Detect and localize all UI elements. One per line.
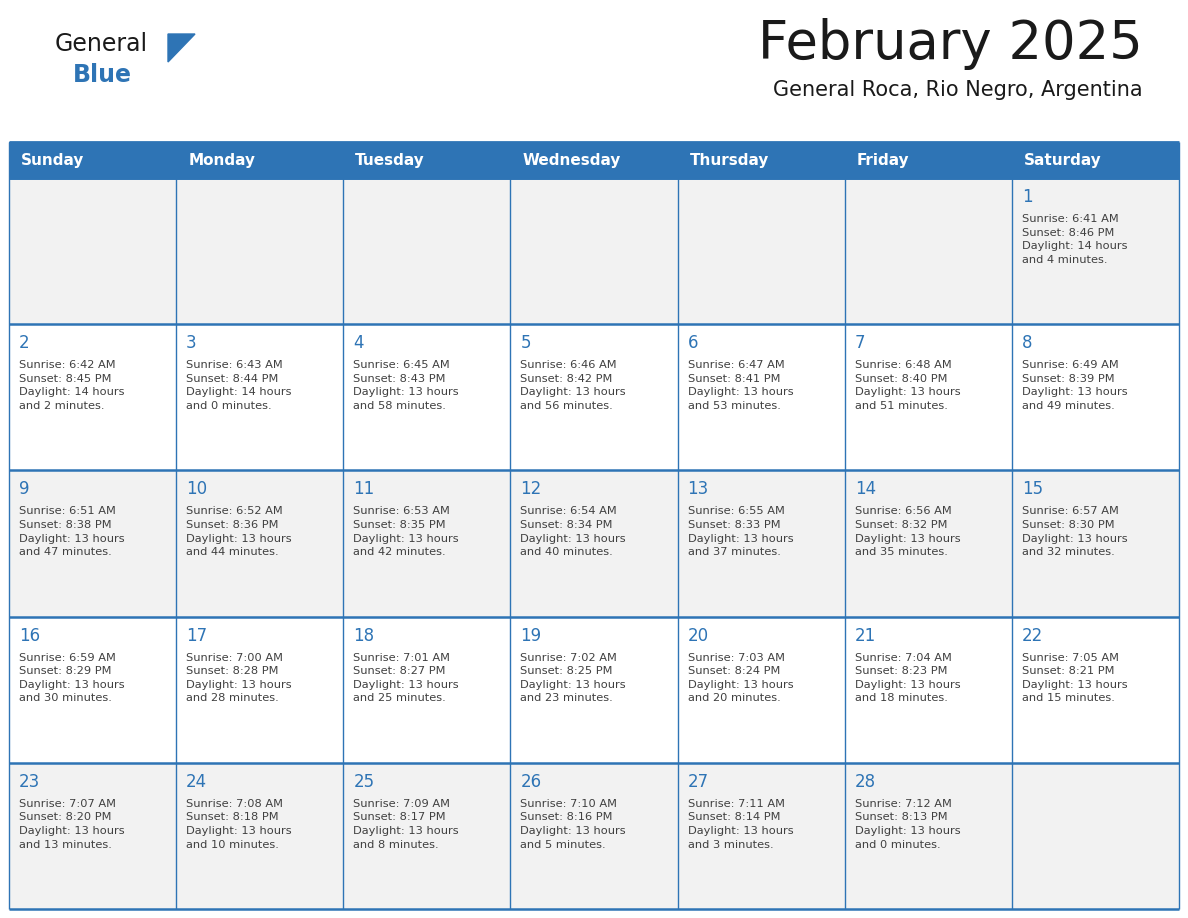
Text: 19: 19 — [520, 627, 542, 644]
Bar — [10, 142, 1178, 178]
Text: Sunrise: 7:08 AM
Sunset: 8:18 PM
Daylight: 13 hours
and 10 minutes.: Sunrise: 7:08 AM Sunset: 8:18 PM Dayligh… — [187, 799, 292, 849]
Text: Sunrise: 6:47 AM
Sunset: 8:41 PM
Daylight: 13 hours
and 53 minutes.: Sunrise: 6:47 AM Sunset: 8:41 PM Dayligh… — [688, 360, 794, 411]
Bar — [10, 178, 1178, 324]
Text: Wednesday: Wednesday — [523, 152, 621, 167]
Text: Sunrise: 7:04 AM
Sunset: 8:23 PM
Daylight: 13 hours
and 18 minutes.: Sunrise: 7:04 AM Sunset: 8:23 PM Dayligh… — [854, 653, 960, 703]
Text: 16: 16 — [19, 627, 40, 644]
Text: 17: 17 — [187, 627, 207, 644]
Text: 4: 4 — [353, 334, 364, 353]
Text: Sunrise: 6:57 AM
Sunset: 8:30 PM
Daylight: 13 hours
and 32 minutes.: Sunrise: 6:57 AM Sunset: 8:30 PM Dayligh… — [1022, 507, 1127, 557]
Bar — [10, 470, 1178, 617]
Text: 25: 25 — [353, 773, 374, 790]
Text: Sunrise: 7:02 AM
Sunset: 8:25 PM
Daylight: 13 hours
and 23 minutes.: Sunrise: 7:02 AM Sunset: 8:25 PM Dayligh… — [520, 653, 626, 703]
Text: Sunrise: 7:05 AM
Sunset: 8:21 PM
Daylight: 13 hours
and 15 minutes.: Sunrise: 7:05 AM Sunset: 8:21 PM Dayligh… — [1022, 653, 1127, 703]
Text: Sunrise: 7:07 AM
Sunset: 8:20 PM
Daylight: 13 hours
and 13 minutes.: Sunrise: 7:07 AM Sunset: 8:20 PM Dayligh… — [19, 799, 125, 849]
Text: Sunrise: 7:03 AM
Sunset: 8:24 PM
Daylight: 13 hours
and 20 minutes.: Sunrise: 7:03 AM Sunset: 8:24 PM Dayligh… — [688, 653, 794, 703]
Text: Sunrise: 6:45 AM
Sunset: 8:43 PM
Daylight: 13 hours
and 58 minutes.: Sunrise: 6:45 AM Sunset: 8:43 PM Dayligh… — [353, 360, 459, 411]
Text: Sunrise: 6:41 AM
Sunset: 8:46 PM
Daylight: 14 hours
and 4 minutes.: Sunrise: 6:41 AM Sunset: 8:46 PM Dayligh… — [1022, 214, 1127, 264]
Text: 28: 28 — [854, 773, 876, 790]
Text: 3: 3 — [187, 334, 197, 353]
Text: 21: 21 — [854, 627, 876, 644]
Text: Sunrise: 6:42 AM
Sunset: 8:45 PM
Daylight: 14 hours
and 2 minutes.: Sunrise: 6:42 AM Sunset: 8:45 PM Dayligh… — [19, 360, 125, 411]
Text: 23: 23 — [19, 773, 40, 790]
Text: 14: 14 — [854, 480, 876, 498]
Text: General: General — [55, 32, 148, 56]
Text: 11: 11 — [353, 480, 374, 498]
Text: 9: 9 — [19, 480, 30, 498]
Text: February 2025: February 2025 — [758, 18, 1143, 70]
Text: Sunrise: 6:53 AM
Sunset: 8:35 PM
Daylight: 13 hours
and 42 minutes.: Sunrise: 6:53 AM Sunset: 8:35 PM Dayligh… — [353, 507, 459, 557]
Text: 7: 7 — [854, 334, 865, 353]
Text: Sunrise: 6:48 AM
Sunset: 8:40 PM
Daylight: 13 hours
and 51 minutes.: Sunrise: 6:48 AM Sunset: 8:40 PM Dayligh… — [854, 360, 960, 411]
Text: Sunrise: 7:00 AM
Sunset: 8:28 PM
Daylight: 13 hours
and 28 minutes.: Sunrise: 7:00 AM Sunset: 8:28 PM Dayligh… — [187, 653, 292, 703]
Text: 22: 22 — [1022, 627, 1043, 644]
Text: 26: 26 — [520, 773, 542, 790]
Text: 8: 8 — [1022, 334, 1032, 353]
Polygon shape — [168, 34, 195, 62]
Text: 13: 13 — [688, 480, 709, 498]
Text: General Roca, Rio Negro, Argentina: General Roca, Rio Negro, Argentina — [773, 80, 1143, 100]
Text: Sunrise: 7:01 AM
Sunset: 8:27 PM
Daylight: 13 hours
and 25 minutes.: Sunrise: 7:01 AM Sunset: 8:27 PM Dayligh… — [353, 653, 459, 703]
Text: Monday: Monday — [188, 152, 255, 167]
Text: 6: 6 — [688, 334, 699, 353]
Text: Sunrise: 6:56 AM
Sunset: 8:32 PM
Daylight: 13 hours
and 35 minutes.: Sunrise: 6:56 AM Sunset: 8:32 PM Dayligh… — [854, 507, 960, 557]
Bar — [10, 763, 1178, 909]
Text: 5: 5 — [520, 334, 531, 353]
Bar — [10, 324, 1178, 470]
Text: Sunrise: 6:46 AM
Sunset: 8:42 PM
Daylight: 13 hours
and 56 minutes.: Sunrise: 6:46 AM Sunset: 8:42 PM Dayligh… — [520, 360, 626, 411]
Text: Sunrise: 7:11 AM
Sunset: 8:14 PM
Daylight: 13 hours
and 3 minutes.: Sunrise: 7:11 AM Sunset: 8:14 PM Dayligh… — [688, 799, 794, 849]
Text: 20: 20 — [688, 627, 709, 644]
Text: Sunrise: 7:09 AM
Sunset: 8:17 PM
Daylight: 13 hours
and 8 minutes.: Sunrise: 7:09 AM Sunset: 8:17 PM Dayligh… — [353, 799, 459, 849]
Text: Sunday: Sunday — [21, 152, 84, 167]
Text: Sunrise: 6:52 AM
Sunset: 8:36 PM
Daylight: 13 hours
and 44 minutes.: Sunrise: 6:52 AM Sunset: 8:36 PM Dayligh… — [187, 507, 292, 557]
Text: Sunrise: 6:59 AM
Sunset: 8:29 PM
Daylight: 13 hours
and 30 minutes.: Sunrise: 6:59 AM Sunset: 8:29 PM Dayligh… — [19, 653, 125, 703]
Text: Sunrise: 7:12 AM
Sunset: 8:13 PM
Daylight: 13 hours
and 0 minutes.: Sunrise: 7:12 AM Sunset: 8:13 PM Dayligh… — [854, 799, 960, 849]
Text: Sunrise: 6:54 AM
Sunset: 8:34 PM
Daylight: 13 hours
and 40 minutes.: Sunrise: 6:54 AM Sunset: 8:34 PM Dayligh… — [520, 507, 626, 557]
Text: 27: 27 — [688, 773, 709, 790]
Text: 18: 18 — [353, 627, 374, 644]
Text: 2: 2 — [19, 334, 30, 353]
Text: 10: 10 — [187, 480, 207, 498]
Bar — [10, 617, 1178, 763]
Text: Sunrise: 6:51 AM
Sunset: 8:38 PM
Daylight: 13 hours
and 47 minutes.: Sunrise: 6:51 AM Sunset: 8:38 PM Dayligh… — [19, 507, 125, 557]
Text: Sunrise: 6:49 AM
Sunset: 8:39 PM
Daylight: 13 hours
and 49 minutes.: Sunrise: 6:49 AM Sunset: 8:39 PM Dayligh… — [1022, 360, 1127, 411]
Text: Sunrise: 7:10 AM
Sunset: 8:16 PM
Daylight: 13 hours
and 5 minutes.: Sunrise: 7:10 AM Sunset: 8:16 PM Dayligh… — [520, 799, 626, 849]
Text: Sunrise: 6:43 AM
Sunset: 8:44 PM
Daylight: 14 hours
and 0 minutes.: Sunrise: 6:43 AM Sunset: 8:44 PM Dayligh… — [187, 360, 291, 411]
Text: Blue: Blue — [72, 63, 132, 87]
Text: 12: 12 — [520, 480, 542, 498]
Text: Thursday: Thursday — [689, 152, 769, 167]
Text: Friday: Friday — [857, 152, 909, 167]
Text: 1: 1 — [1022, 188, 1032, 206]
Text: Tuesday: Tuesday — [355, 152, 425, 167]
Text: Saturday: Saturday — [1024, 152, 1101, 167]
Text: 24: 24 — [187, 773, 207, 790]
Text: 15: 15 — [1022, 480, 1043, 498]
Text: Sunrise: 6:55 AM
Sunset: 8:33 PM
Daylight: 13 hours
and 37 minutes.: Sunrise: 6:55 AM Sunset: 8:33 PM Dayligh… — [688, 507, 794, 557]
